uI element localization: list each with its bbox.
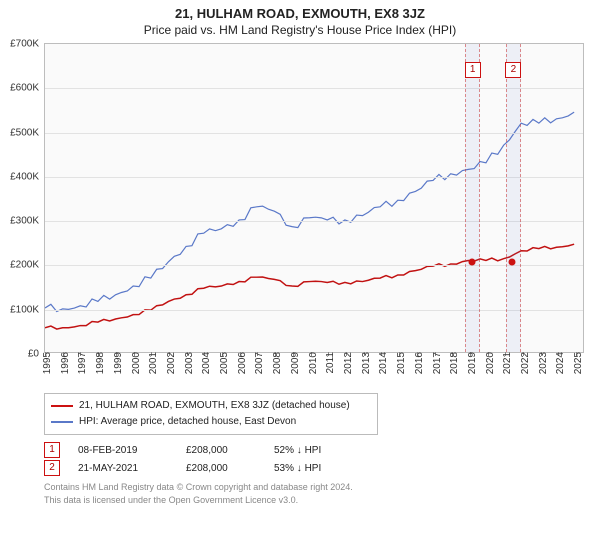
x-axis-tick-label: 2019 — [467, 352, 478, 374]
y-axis-tick-label: £400K — [10, 171, 45, 182]
x-axis-tick-label: 2018 — [449, 352, 460, 374]
x-axis-tick-label: 2004 — [201, 352, 212, 374]
transaction-date: 21-MAY-2021 — [78, 463, 168, 474]
page-subtitle: Price paid vs. HM Land Registry's House … — [4, 23, 596, 37]
x-axis-tick-label: 1998 — [95, 352, 106, 374]
y-axis-tick-label: £300K — [10, 216, 45, 227]
footer-line: This data is licensed under the Open Gov… — [44, 494, 592, 507]
x-axis-tick-label: 2000 — [131, 352, 142, 374]
x-axis-tick-label: 2008 — [272, 352, 283, 374]
x-axis-tick-label: 2020 — [485, 352, 496, 374]
x-axis-tick-label: 1997 — [77, 352, 88, 374]
transaction-row: 1 08-FEB-2019 £208,000 52% ↓ HPI — [44, 441, 592, 459]
transaction-flag-icon: 2 — [44, 460, 60, 476]
y-axis-tick-label: £700K — [10, 39, 45, 50]
x-axis-tick-label: 2016 — [414, 352, 425, 374]
legend-label-hpi: HPI: Average price, detached house, East… — [79, 414, 296, 430]
x-axis-tick-label: 2003 — [184, 352, 195, 374]
legend-label-property: 21, HULHAM ROAD, EXMOUTH, EX8 3JZ (detac… — [79, 398, 350, 414]
x-axis-tick-label: 2022 — [520, 352, 531, 374]
x-axis-tick-label: 2001 — [148, 352, 159, 374]
transaction-flag-icon: 2 — [505, 62, 521, 78]
x-axis-tick-label: 1999 — [113, 352, 124, 374]
transaction-pct-vs-hpi: 52% ↓ HPI — [274, 445, 364, 456]
transaction-date: 08-FEB-2019 — [78, 445, 168, 456]
transaction-price: £208,000 — [186, 445, 256, 456]
y-axis-tick-label: £200K — [10, 260, 45, 271]
footer-attribution: Contains HM Land Registry data © Crown c… — [44, 481, 592, 507]
page-title: 21, HULHAM ROAD, EXMOUTH, EX8 3JZ — [4, 6, 596, 21]
transaction-pct-vs-hpi: 53% ↓ HPI — [274, 463, 364, 474]
x-axis-tick-label: 2017 — [432, 352, 443, 374]
x-axis-tick-label: 2025 — [573, 352, 584, 374]
legend-row-hpi: HPI: Average price, detached house, East… — [51, 414, 371, 430]
transaction-dot-icon — [468, 258, 475, 265]
x-axis-tick-label: 2024 — [555, 352, 566, 374]
x-axis-tick-label: 2015 — [396, 352, 407, 374]
x-axis-tick-label: 2014 — [378, 352, 389, 374]
transaction-band — [506, 44, 520, 352]
x-axis-tick-label: 2010 — [308, 352, 319, 374]
legend-swatch-hpi — [51, 421, 73, 423]
chart-lines-svg — [45, 44, 583, 352]
chart-plot-area: £0£100K£200K£300K£400K£500K£600K£700K199… — [44, 43, 584, 353]
legend-swatch-property — [51, 405, 73, 407]
transaction-dot-icon — [509, 258, 516, 265]
x-axis-tick-label: 1995 — [42, 352, 53, 374]
x-axis-tick-label: 2013 — [361, 352, 372, 374]
series-line-property — [45, 244, 574, 329]
transaction-flag-icon: 1 — [44, 442, 60, 458]
legend-row-property: 21, HULHAM ROAD, EXMOUTH, EX8 3JZ (detac… — [51, 398, 371, 414]
x-axis-tick-label: 2002 — [166, 352, 177, 374]
x-axis-tick-label: 2009 — [290, 352, 301, 374]
y-axis-tick-label: £500K — [10, 127, 45, 138]
y-axis-tick-label: £100K — [10, 304, 45, 315]
footer-line: Contains HM Land Registry data © Crown c… — [44, 481, 592, 494]
x-axis-tick-label: 2006 — [237, 352, 248, 374]
y-axis-tick-label: £600K — [10, 83, 45, 94]
x-axis-tick-label: 2023 — [538, 352, 549, 374]
x-axis-tick-label: 2005 — [219, 352, 230, 374]
x-axis-tick-label: 2007 — [254, 352, 265, 374]
x-axis-tick-label: 2012 — [343, 352, 354, 374]
x-axis-tick-label: 2011 — [325, 352, 336, 374]
transaction-price: £208,000 — [186, 463, 256, 474]
transaction-flag-icon: 1 — [465, 62, 481, 78]
x-axis-tick-label: 2021 — [502, 352, 513, 374]
transaction-table: 1 08-FEB-2019 £208,000 52% ↓ HPI 2 21-MA… — [44, 441, 592, 477]
x-axis-tick-label: 1996 — [60, 352, 71, 374]
legend-box: 21, HULHAM ROAD, EXMOUTH, EX8 3JZ (detac… — [44, 393, 378, 435]
transaction-band — [465, 44, 479, 352]
transaction-row: 2 21-MAY-2021 £208,000 53% ↓ HPI — [44, 459, 592, 477]
